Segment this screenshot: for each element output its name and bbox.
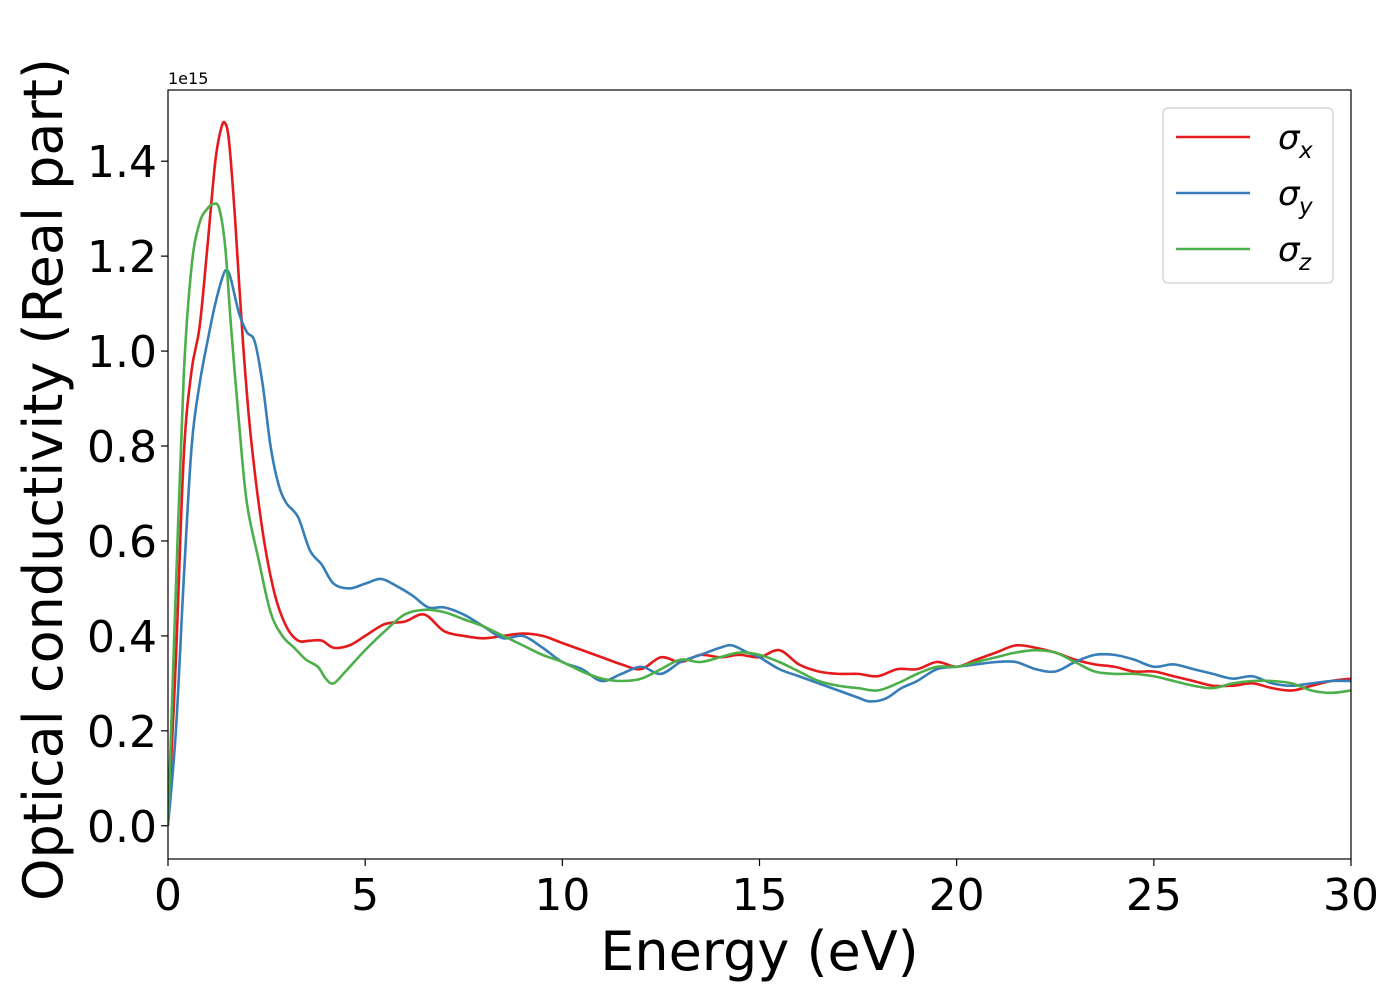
legend-symbol: σ (1278, 230, 1301, 270)
x-tick-label: 0 (154, 870, 182, 921)
series-line-y (168, 268, 1351, 826)
y-axis-ticks: 0.0 0.2 0.4 0.6 0.8 1.0 1.2 1.4 (87, 137, 168, 853)
series-line-x (168, 120, 1351, 826)
y-tick-label: 0.8 (87, 422, 157, 473)
x-tick-label: 10 (534, 870, 590, 921)
legend-symbol: σ (1278, 118, 1301, 158)
y-axis-offset-text: 1e15 (168, 69, 208, 88)
legend: σ xσ yσ z (1162, 107, 1334, 284)
y-tick-label: 0.6 (87, 517, 157, 568)
y-tick-label: 1.4 (87, 137, 157, 188)
y-tick-label: 1.2 (87, 232, 157, 283)
y-tick-label: 1.0 (87, 327, 157, 378)
legend-subscript: z (1298, 250, 1312, 276)
legend-subscript: x (1298, 138, 1313, 164)
series-line-z (168, 202, 1351, 826)
x-axis-ticks: 0 5 10 15 20 25 30 (154, 859, 1379, 921)
y-axis-label: Optical conductivity (Real part) (12, 58, 75, 901)
y-tick-label: 0.2 (87, 707, 157, 758)
y-tick-label: 0.0 (87, 802, 157, 853)
x-tick-label: 25 (1126, 870, 1182, 921)
x-tick-label: 20 (929, 870, 985, 921)
x-tick-label: 15 (732, 870, 788, 921)
x-tick-label: 5 (351, 870, 379, 921)
series-layer (168, 120, 1351, 826)
legend-box (1162, 107, 1334, 284)
x-axis-label: Energy (eV) (600, 920, 919, 983)
legend-symbol: σ (1278, 174, 1301, 214)
y-tick-label: 0.4 (87, 612, 157, 663)
legend-subscript: y (1298, 194, 1313, 220)
x-tick-label: 30 (1323, 870, 1379, 921)
